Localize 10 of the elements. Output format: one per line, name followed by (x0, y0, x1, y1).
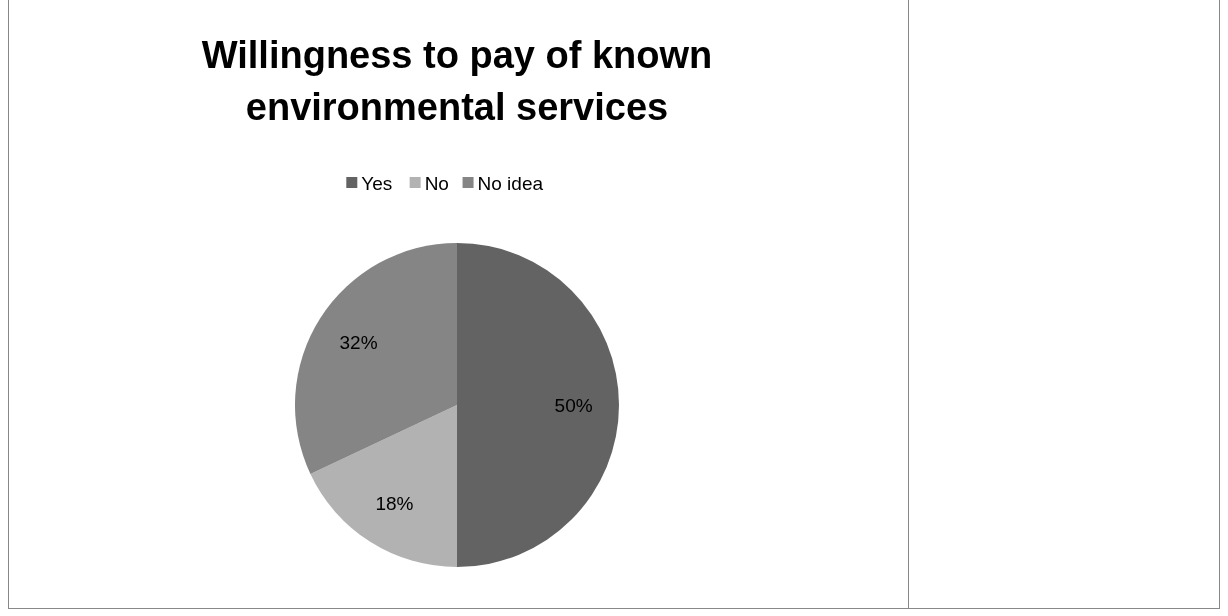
legend-label: Yes (361, 172, 393, 194)
pie-slice (295, 243, 457, 474)
legend-label: No idea (477, 172, 544, 194)
data-label: 50% (554, 394, 593, 416)
data-label: 18% (375, 492, 414, 514)
pie-slice (457, 243, 619, 567)
pie-slice (310, 405, 457, 567)
chart-title: Willingness to pay of known environmental services (201, 34, 713, 128)
legend-label: No (424, 172, 449, 194)
data-label: 32% (339, 332, 378, 353)
